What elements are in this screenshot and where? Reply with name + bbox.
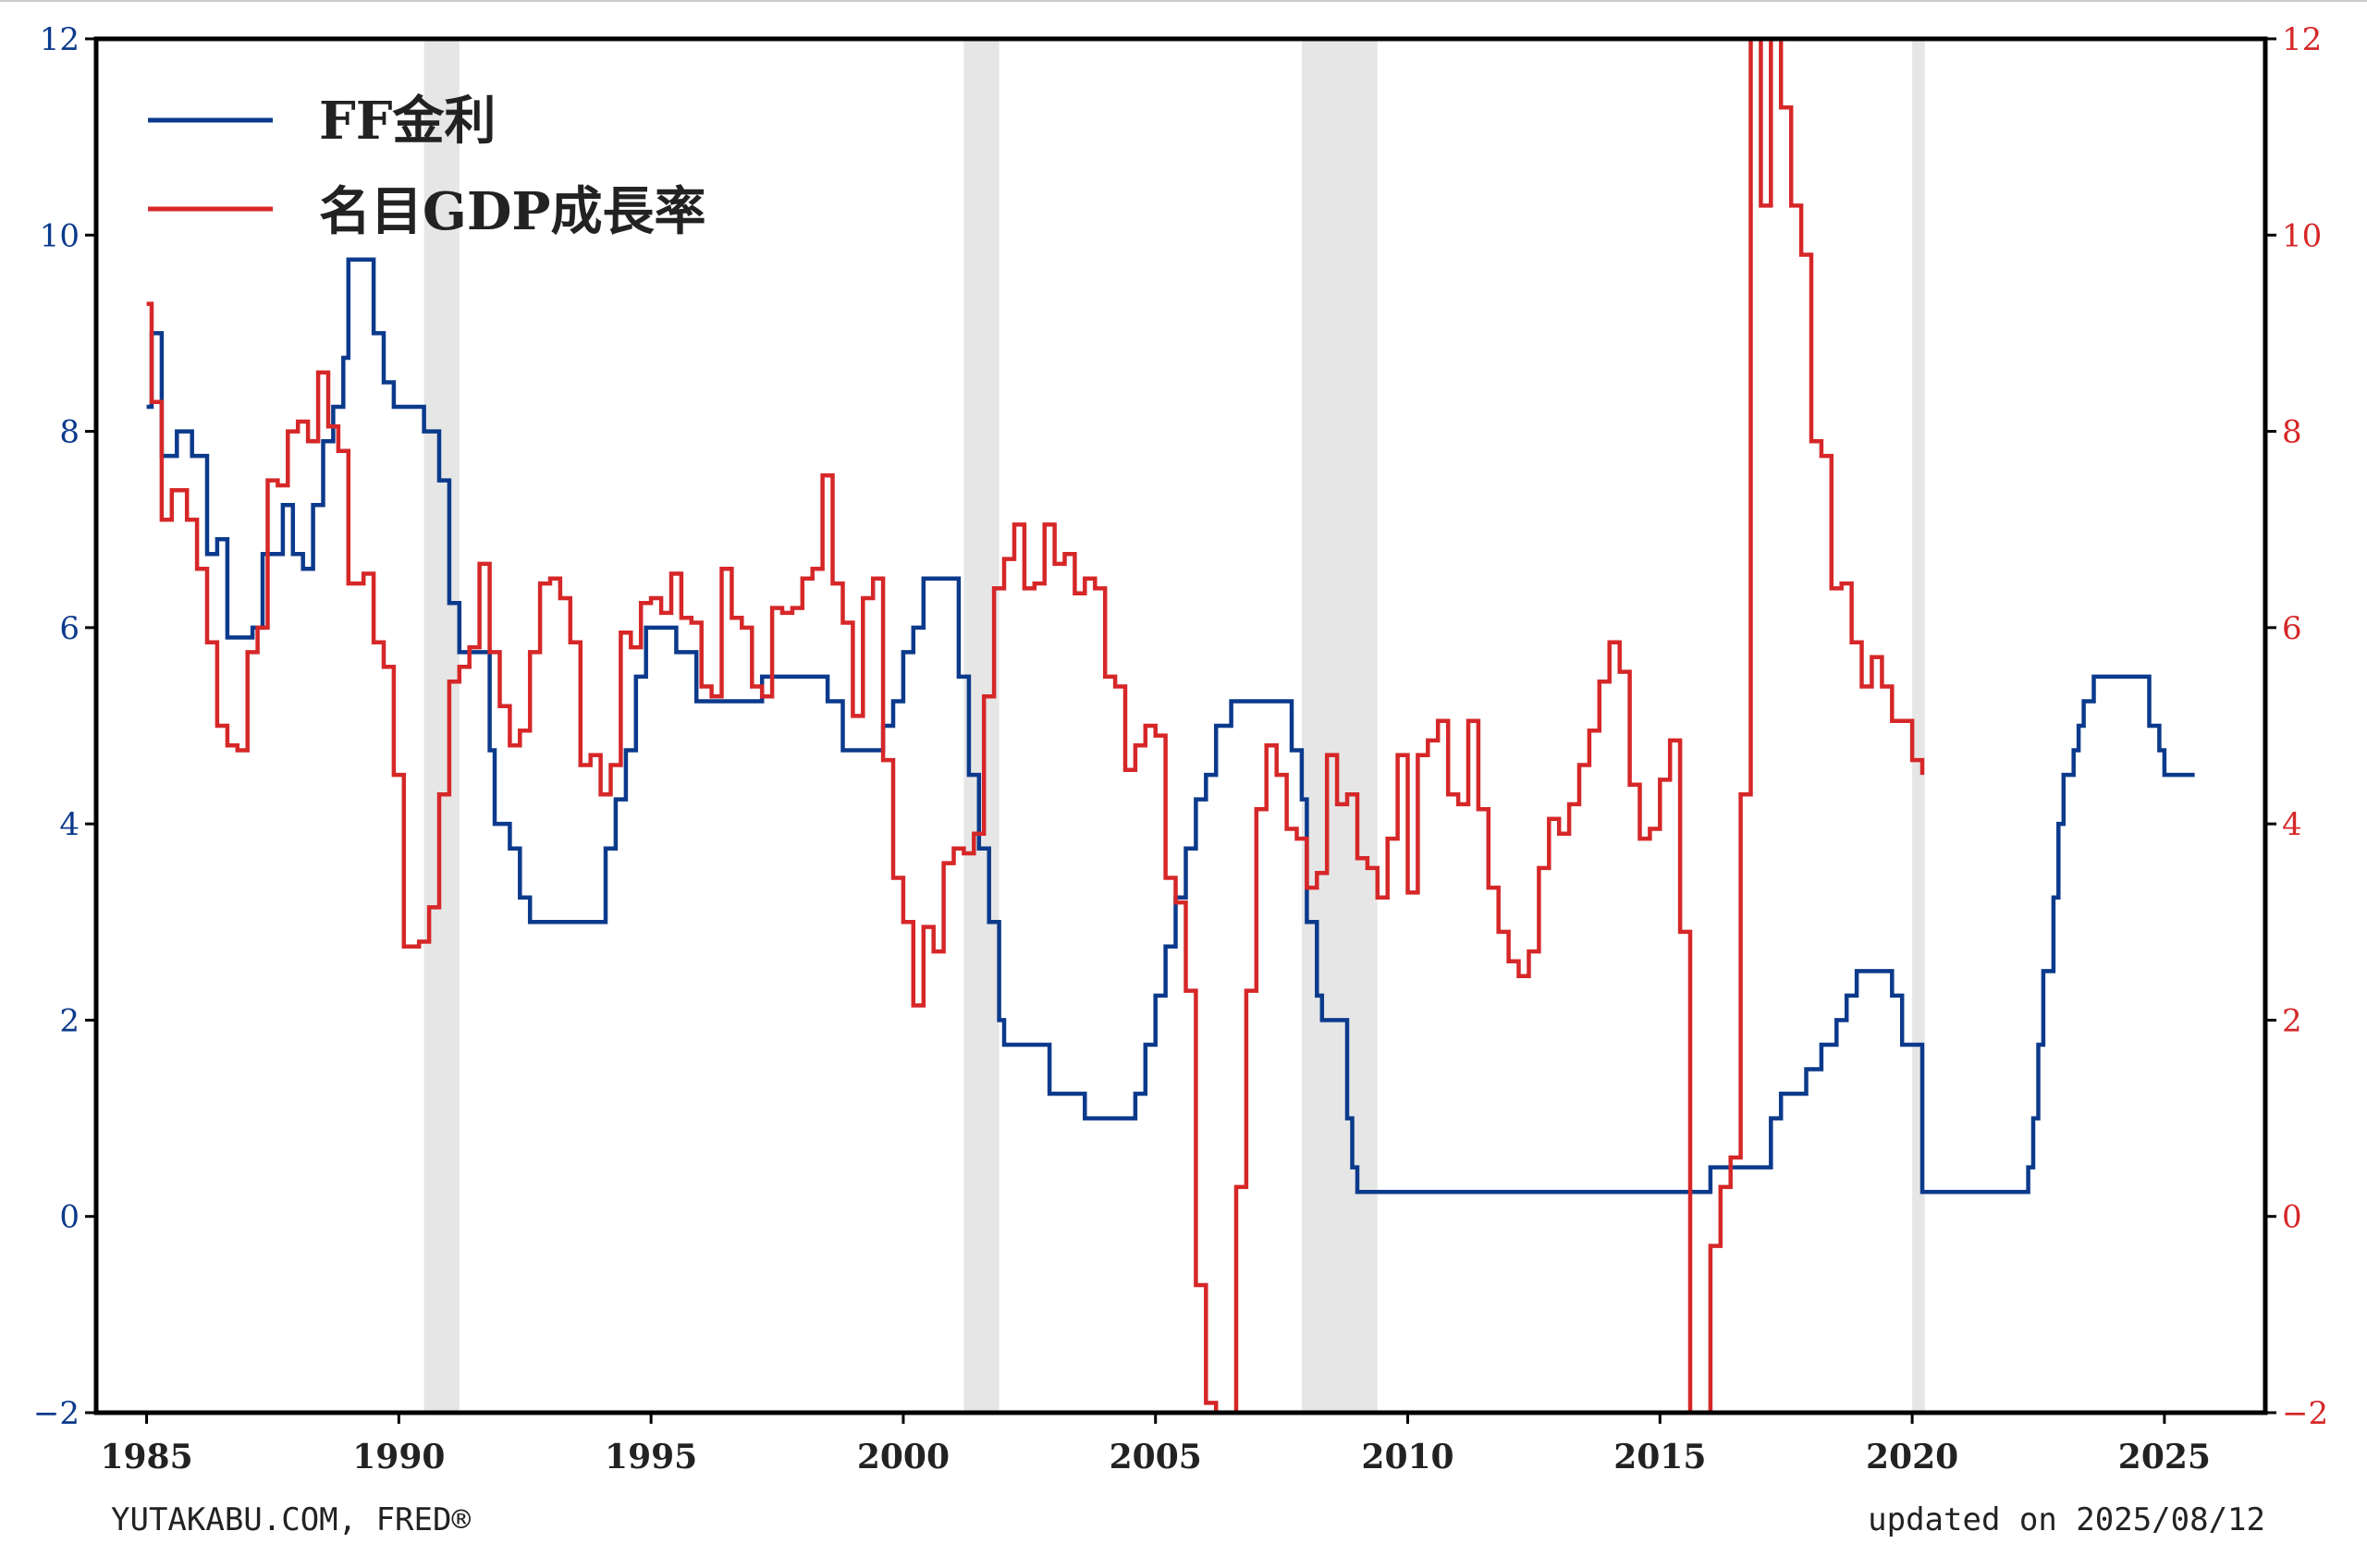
recession-band-2 (1301, 39, 1378, 1413)
right-tick-label: 8 (2282, 414, 2302, 451)
plot-frame (93, 36, 2268, 1415)
left-tick-label: 4 (59, 806, 80, 843)
right-tick-label: 6 (2282, 610, 2302, 647)
x-tick-label: 1995 (605, 1438, 697, 1476)
x-tick-label: 2025 (2118, 1438, 2211, 1476)
footer-updated: updated on 2025/08/12 (1868, 1501, 2265, 1538)
left-tick-label: 10 (40, 217, 80, 254)
right-tick-label: −2 (2282, 1395, 2328, 1432)
right-tick-label: 12 (2282, 21, 2322, 58)
right-tick-label: 10 (2282, 217, 2322, 254)
left-tick-label: 8 (59, 414, 80, 451)
x-tick-label: 2010 (1361, 1438, 1453, 1476)
left-tick-label: −2 (33, 1395, 80, 1432)
x-tick-label: 2015 (1613, 1438, 1706, 1476)
right-tick-label: 0 (2282, 1199, 2302, 1236)
left-tick-label: 2 (59, 1002, 80, 1039)
series-line-gdp-growth (146, 39, 1925, 1413)
recession-band-0 (423, 39, 460, 1413)
series-line-ff-rate (146, 257, 2195, 1194)
x-tick-label: 2005 (1110, 1438, 1202, 1476)
left-tick-label: 12 (40, 21, 80, 58)
x-tick-label: 1990 (352, 1438, 445, 1476)
recession-bands (423, 39, 1925, 1413)
right-tick-label: 4 (2282, 806, 2302, 843)
legend: FF金利 名目GDP成長率 (148, 91, 706, 242)
legend-label-ff-rate: FF金利 (319, 91, 497, 152)
axis-ticks: −2 0 2 4 6 8 10 12 −2 0 2 4 6 8 10 12 1985 1990 1995 2000 20… (33, 21, 2328, 1476)
series-lines (146, 39, 2195, 1413)
legend-label-gdp-growth: 名目GDP成長率 (319, 181, 706, 242)
left-tick-label: 0 (59, 1199, 80, 1236)
x-tick-label: 2020 (1866, 1438, 1958, 1476)
right-tick-label: 2 (2282, 1002, 2302, 1039)
x-tick-label: 1985 (100, 1438, 192, 1476)
left-tick-label: 6 (59, 610, 80, 647)
x-tick-label: 2000 (857, 1438, 950, 1476)
footer-source: YUTAKABU.COM, FRED® (111, 1501, 471, 1538)
